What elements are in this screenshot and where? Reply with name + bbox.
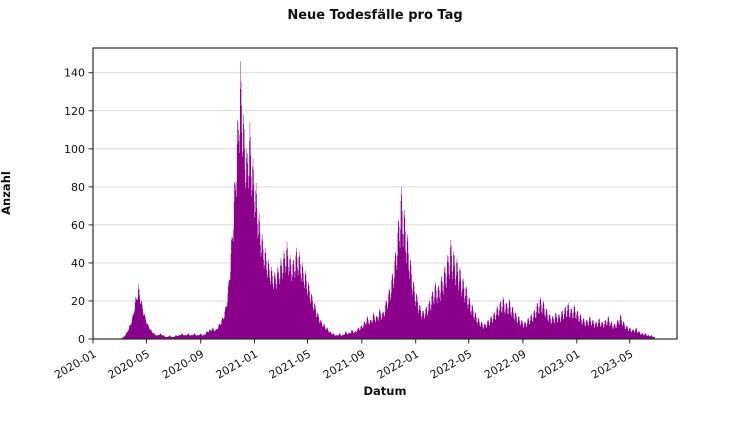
- plot-border: [92, 47, 678, 340]
- x-tick-label: 2023-05: [589, 347, 635, 381]
- x-tick-label: 2022-09: [482, 347, 528, 381]
- x-tick-label: 2020-09: [160, 347, 206, 381]
- x-tick-label: 2023-01: [536, 347, 582, 381]
- y-tick-label: 0: [78, 333, 85, 346]
- chart-title: Neue Todesfälle pro Tag: [287, 8, 463, 23]
- y-tick-label: 20: [71, 295, 85, 308]
- x-tick-label: 2022-05: [428, 347, 474, 381]
- x-tick-label: 2021-05: [267, 347, 313, 381]
- x-tick-label: 2021-01: [214, 347, 260, 381]
- y-tick-label: 60: [71, 219, 85, 232]
- y-tick-label: 80: [71, 181, 85, 194]
- y-tick-label: 100: [64, 143, 85, 156]
- x-tick-label: 2022-01: [375, 347, 421, 381]
- y-tick-label: 120: [64, 105, 85, 118]
- x-tick-label: 2020-05: [106, 347, 152, 381]
- x-tick-label: 2021-09: [321, 347, 367, 381]
- x-tick-label: 2020-01: [52, 347, 98, 381]
- y-tick-label: 140: [64, 67, 85, 80]
- y-tick-label: 40: [71, 257, 85, 270]
- deaths-bars-area: [119, 61, 655, 340]
- x-axis-label: Datum: [363, 384, 407, 398]
